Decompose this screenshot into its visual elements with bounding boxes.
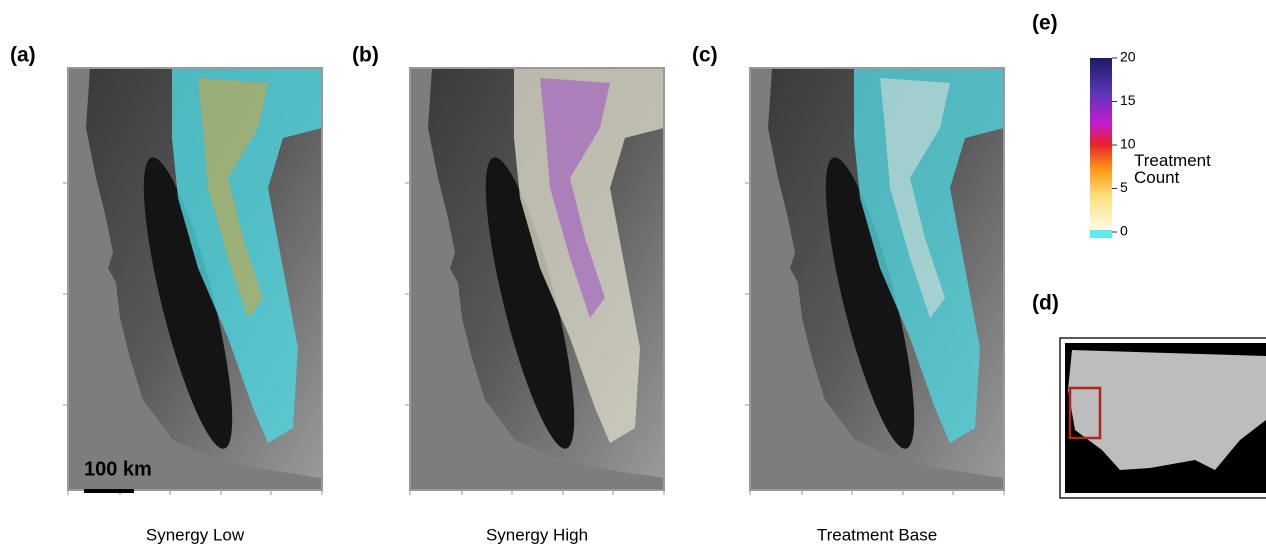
colorbar-tick-label: 15 xyxy=(1120,92,1136,108)
panel-title: Synergy High xyxy=(486,525,588,544)
colorbar xyxy=(1090,58,1112,230)
scale-bar-label: 100 km xyxy=(84,458,152,480)
colorbar-tick-label: 10 xyxy=(1120,136,1136,152)
panel-label: (c) xyxy=(692,44,718,67)
colorbar-zero xyxy=(1090,230,1112,238)
legend-title: Treatment Count xyxy=(1134,152,1244,186)
colorbar-tick-label: 5 xyxy=(1120,179,1128,195)
scale-bar xyxy=(84,489,134,493)
panel-label: (a) xyxy=(10,44,36,67)
map xyxy=(63,68,322,495)
colorbar-tick-label: 0 xyxy=(1120,223,1128,239)
figure-canvas: (e) (d) (a) Synergy Low (b) Synergy High (c)… xyxy=(0,0,1266,549)
figure: (e) (d) (a) Synergy Low (b) Synergy High (c)… xyxy=(0,0,1266,549)
colorbar-tick-label: 20 xyxy=(1120,49,1136,65)
panel-title: Synergy Low xyxy=(146,525,245,544)
panel-title: Treatment Base xyxy=(817,525,937,544)
panel-label: (e) xyxy=(1032,12,1058,35)
panel-label: (b) xyxy=(352,44,379,67)
panel-label: (d) xyxy=(1032,292,1059,315)
map xyxy=(745,68,1004,495)
map xyxy=(405,68,664,495)
